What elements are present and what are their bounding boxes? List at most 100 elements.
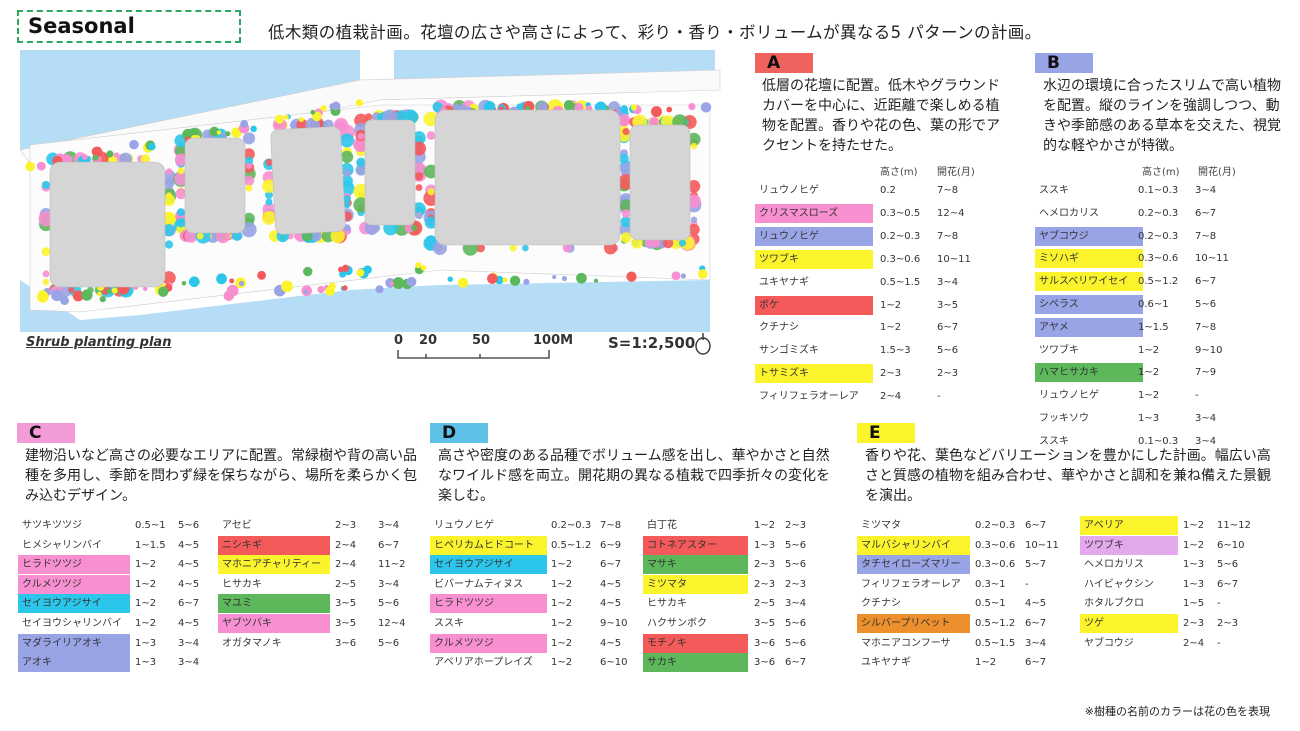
- plant-bloom-months: 3~4: [378, 520, 400, 531]
- plant-bloom-months: 5~6: [785, 637, 807, 649]
- plant-height: 0.2~0.3: [975, 520, 1016, 531]
- planting-mark: [284, 114, 289, 120]
- plant-name: クルメツツジ: [18, 574, 130, 594]
- plant-name: ススキ: [1039, 435, 1069, 447]
- plant-bloom-months: 2~3: [937, 368, 959, 380]
- planting-mark: [25, 161, 36, 172]
- plant-height: 0.2: [880, 185, 896, 196]
- planting-mark: [245, 162, 253, 170]
- planting-mark: [111, 287, 118, 294]
- planting-mark: [140, 154, 151, 164]
- plant-bloom-months: 5~6: [1217, 559, 1239, 571]
- plant-height: 0.5~1.5: [880, 276, 921, 288]
- plant-bloom-months: 7~8: [937, 230, 959, 242]
- planting-mark: [321, 229, 335, 243]
- planting-mark: [265, 198, 273, 206]
- planting-plan-map: [20, 50, 732, 332]
- planting-mark: [427, 188, 435, 196]
- planting-mark: [106, 289, 112, 295]
- section-description-e: 香りや花、葉色などバリエーションを豊かにした計画。幅広い高さと質感の植物を組み合…: [865, 448, 1271, 504]
- planting-mark: [593, 278, 599, 283]
- plant-bloom-months: 3~4: [1025, 637, 1047, 649]
- planting-mark: [476, 243, 486, 253]
- planting-mark: [576, 272, 587, 284]
- planting-mark: [415, 211, 423, 220]
- plant-name: 白丁花: [647, 520, 677, 531]
- plant-height: 0.6~1: [1138, 299, 1169, 310]
- planting-mark: [662, 237, 674, 249]
- plant-height: 2~4: [335, 559, 357, 571]
- plant-height: 0.5~1.2: [975, 618, 1016, 629]
- title-badge: Seasonal passage: [17, 10, 241, 67]
- plant-bloom-months: 3~5: [937, 299, 959, 311]
- scale-bar: [397, 350, 550, 359]
- plant-name: フィリフェラオーレア: [759, 391, 859, 403]
- planting-mark: [509, 244, 517, 252]
- planting-mark: [698, 269, 708, 279]
- planting-mark: [447, 276, 453, 282]
- plant-name: アベリアホープレイズ: [434, 657, 533, 669]
- color-footnote: ※樹種の名前のカラーは花の色を表現: [1084, 705, 1270, 718]
- planting-mark: [262, 179, 276, 194]
- plant-bloom-months: -: [1217, 598, 1221, 610]
- page-headline: 低木類の植栽計画。花壇の広さや高さによって、彩り・香り・ボリュームが異なる5 パ…: [268, 23, 1042, 42]
- planting-mark: [181, 281, 187, 286]
- plant-height: 0.3~0.6: [880, 253, 921, 265]
- plant-height: 2~3: [335, 520, 357, 531]
- plant-height: 2~4: [1183, 637, 1205, 649]
- plant-bloom-months: 6~7: [1025, 657, 1047, 669]
- plant-name: セイヨウアジサイ: [18, 594, 130, 614]
- plant-name: ヒペリカムヒドコート: [430, 535, 547, 555]
- plant-name: ヒサカキ: [647, 598, 687, 610]
- planting-mark: [99, 296, 106, 303]
- planting-mark: [339, 133, 355, 148]
- plant-bloom-months: 12~4: [378, 618, 406, 629]
- planting-mark: [304, 289, 309, 295]
- buildings: [49, 109, 691, 288]
- plant-bloom-months: 10~11: [1025, 539, 1059, 551]
- plant-name: クチナシ: [861, 598, 901, 610]
- plant-bloom-months: 7~8: [1195, 321, 1217, 333]
- planting-mark: [688, 102, 696, 111]
- planting-mark: [356, 157, 366, 168]
- planting-mark: [320, 105, 327, 112]
- planting-mark: [274, 114, 284, 124]
- plant-height: 3~5: [335, 618, 357, 629]
- planting-mark: [68, 286, 75, 294]
- plant-bloom-months: 6~7: [1195, 207, 1217, 219]
- plant-height: 0.3~0.5: [880, 207, 921, 219]
- plant-bloom-months: 6~7: [378, 539, 400, 551]
- building: [184, 137, 246, 234]
- plant-height: 3~6: [754, 657, 776, 669]
- planting-mark: [72, 290, 84, 302]
- plant-name: ニシキギ: [218, 535, 330, 555]
- plant-name: リュウノヒゲ: [755, 226, 873, 246]
- planting-mark: [51, 289, 64, 302]
- plant-bloom-months: 10~11: [937, 253, 971, 265]
- plant-bloom-months: 4~5: [178, 578, 200, 590]
- plant-bloom-months: -: [1217, 637, 1221, 649]
- plant-name: ユキヤナギ: [861, 657, 911, 669]
- planting-mark: [188, 276, 200, 288]
- plant-name: アヤメ: [1035, 317, 1143, 337]
- planting-mark: [458, 277, 469, 288]
- plant-bloom-months: 6~7: [1195, 276, 1217, 288]
- planting-mark: [620, 105, 629, 114]
- planting-mark: [552, 274, 557, 280]
- plant-bloom-months: 11~12: [1217, 520, 1251, 531]
- plant-name: アベリア: [1080, 516, 1178, 535]
- building: [434, 109, 621, 246]
- plant-name: ミツマタ: [643, 574, 748, 594]
- planting-mark: [650, 238, 661, 248]
- plant-name: マユミ: [218, 594, 330, 614]
- planting-mark: [680, 273, 686, 279]
- planting-mark: [338, 266, 344, 273]
- plant-bloom-months: 6~7: [1217, 578, 1239, 590]
- plant-name: アオキ: [18, 653, 130, 673]
- planting-mark: [424, 164, 438, 179]
- plant-bloom-months: 4~5: [178, 539, 200, 551]
- scale-tick-label: 20: [419, 333, 438, 348]
- plant-name: タチセイローズマリー: [857, 555, 970, 575]
- planting-mark: [410, 224, 418, 232]
- plant-height: 1~2: [135, 598, 157, 610]
